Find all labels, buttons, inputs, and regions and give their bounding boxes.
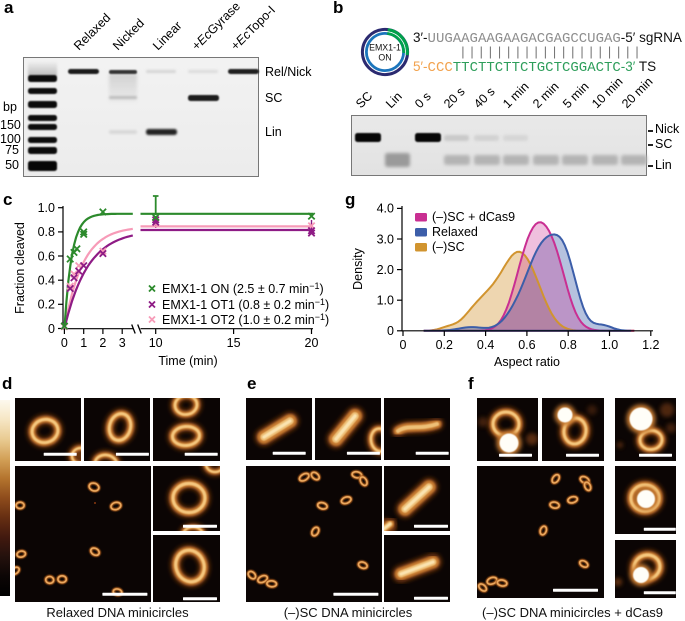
svg-text:EMX1-1 OT1 (0.8 ± 0.2 min−1): EMX1-1 OT1 (0.8 ± 0.2 min−1) [162, 297, 329, 312]
svg-text:0.4: 0.4 [477, 338, 494, 352]
svg-text:0.8: 0.8 [560, 338, 577, 352]
svg-text:0: 0 [400, 338, 407, 352]
svg-text:Aspect ratio: Aspect ratio [494, 355, 560, 369]
svg-text:EMX1-1 ON (2.5 ± 0.7 min−1): EMX1-1 ON (2.5 ± 0.7 min−1) [162, 281, 324, 296]
svg-text:20: 20 [305, 336, 319, 350]
svg-text:ON: ON [378, 53, 391, 63]
svg-text:15: 15 [227, 336, 241, 350]
svg-text:EMX1-1: EMX1-1 [369, 43, 401, 53]
svg-text:0.8: 0.8 [38, 225, 55, 239]
svg-text:2.0: 2.0 [377, 263, 394, 277]
svg-text:Density: Density [351, 247, 365, 289]
svg-text:1: 1 [80, 336, 87, 350]
svg-text:EMX1-1 OT2 (1.0 ± 0.2 min−1): EMX1-1 OT2 (1.0 ± 0.2 min−1) [162, 312, 329, 327]
svg-text:0.6: 0.6 [38, 249, 55, 263]
svg-text:3.0: 3.0 [377, 232, 394, 246]
svg-text:1.2: 1.2 [642, 338, 659, 352]
svg-text:1.0: 1.0 [38, 201, 55, 215]
svg-text:(–)SC: (–)SC [432, 240, 465, 254]
svg-text:Time (min): Time (min) [158, 354, 217, 368]
svg-text:1.0: 1.0 [377, 294, 394, 308]
svg-text:0: 0 [48, 322, 55, 336]
svg-text:0.2: 0.2 [38, 298, 55, 312]
svg-text:2: 2 [99, 336, 106, 350]
svg-text:0.2: 0.2 [436, 338, 453, 352]
svg-text:0.6: 0.6 [518, 338, 535, 352]
svg-text:0.4: 0.4 [38, 274, 55, 288]
svg-text:0: 0 [387, 324, 394, 338]
svg-text:3: 3 [119, 336, 126, 350]
svg-text:(–)SC + dCas9: (–)SC + dCas9 [432, 210, 515, 224]
svg-text:10: 10 [149, 336, 163, 350]
svg-text:4.0: 4.0 [377, 202, 394, 216]
svg-text:Fraction cleaved: Fraction cleaved [13, 222, 27, 314]
svg-text:0: 0 [61, 336, 68, 350]
svg-text:1.0: 1.0 [601, 338, 618, 352]
svg-text:Relaxed: Relaxed [432, 225, 478, 239]
